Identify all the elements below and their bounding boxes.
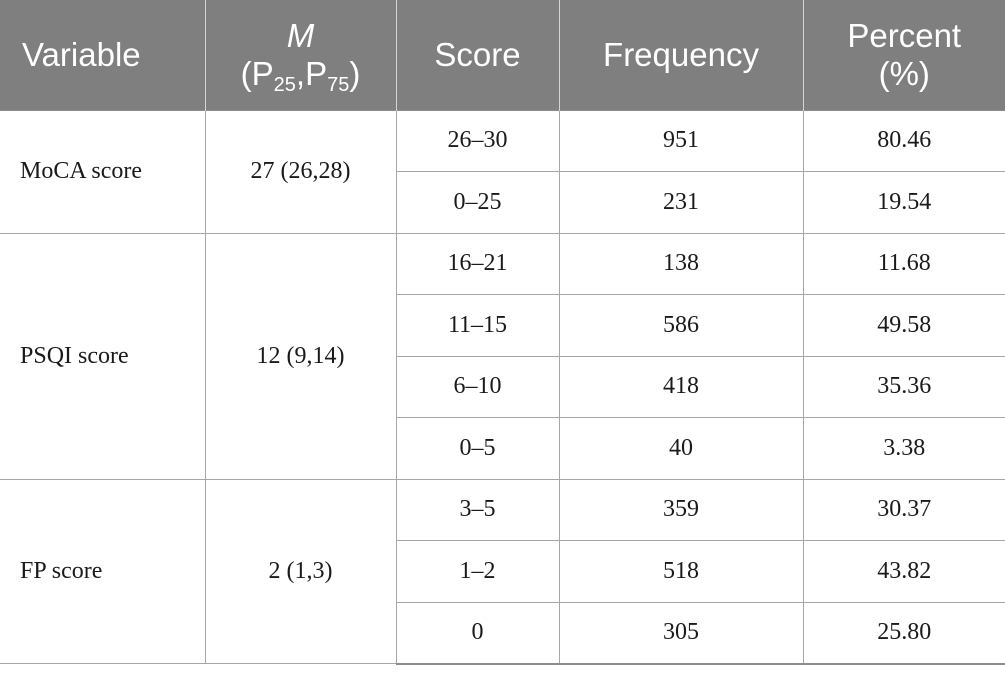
median-cell: 12 (9,14) bbox=[204, 232, 397, 480]
frequency-cell: 305 bbox=[558, 601, 804, 665]
table-row: PSQI score 12 (9,14) 16–21 138 11.68 bbox=[0, 232, 1005, 480]
percent-cell: 49.58 bbox=[802, 294, 1005, 357]
table-row: 11–15 586 49.58 bbox=[0, 294, 1005, 357]
frequency-cell: 231 bbox=[558, 171, 804, 234]
score-cell: 26–30 bbox=[395, 109, 560, 172]
median-cell: 27 (26,28) bbox=[204, 109, 397, 234]
header-percent: Percent (%) bbox=[803, 0, 1005, 110]
median-cell: 2 (1,3) bbox=[204, 478, 397, 664]
variable-cell: PSQI score bbox=[0, 232, 206, 480]
header-percent-unit: (%) bbox=[878, 54, 930, 92]
percent-cell: 43.82 bbox=[802, 540, 1005, 603]
frequency-cell: 138 bbox=[558, 232, 804, 295]
table-body: MoCA score 27 (26,28) 26–30 951 80.46 0–… bbox=[0, 109, 1005, 665]
table-row: FP score 2 (1,3) 3–5 359 30.37 bbox=[0, 478, 1005, 664]
header-variable: Variable bbox=[0, 0, 206, 110]
frequency-cell: 951 bbox=[558, 109, 804, 172]
frequency-cell: 586 bbox=[558, 294, 804, 357]
percent-cell: 80.46 bbox=[802, 109, 1005, 172]
percent-cell: 30.37 bbox=[802, 478, 1005, 541]
header-frequency: Frequency bbox=[559, 0, 804, 110]
frequency-cell: 518 bbox=[558, 540, 804, 603]
header-percent-label: Percent bbox=[847, 16, 962, 54]
score-cell: 0–5 bbox=[396, 417, 560, 480]
score-distribution-table: Variable M (P25,P75) Score Frequency Per… bbox=[0, 0, 1005, 665]
table-row: 0–5 40 3.38 bbox=[0, 417, 1005, 480]
score-cell: 0 bbox=[396, 601, 560, 665]
table-row: 0 305 25.80 bbox=[0, 601, 1005, 665]
frequency-cell: 40 bbox=[558, 417, 804, 480]
percent-cell: 19.54 bbox=[802, 171, 1005, 234]
percent-cell: 11.68 bbox=[802, 232, 1005, 295]
score-cell: 16–21 bbox=[395, 232, 560, 295]
table-row: MoCA score 27 (26,28) 26–30 951 80.46 bbox=[0, 109, 1005, 234]
score-cell: 0–25 bbox=[396, 171, 560, 234]
header-median: M (P25,P75) bbox=[205, 0, 397, 110]
header-median-sub-75: 75 bbox=[327, 73, 350, 96]
frequency-cell: 418 bbox=[558, 355, 804, 418]
frequency-cell: 359 bbox=[558, 478, 804, 541]
table-row: 1–2 518 43.82 bbox=[0, 540, 1005, 603]
variable-cell: MoCA score bbox=[0, 109, 206, 234]
percent-cell: 35.36 bbox=[802, 355, 1005, 418]
percent-cell: 3.38 bbox=[802, 417, 1005, 480]
header-median-open: (P bbox=[240, 54, 274, 92]
header-median-sub-25: 25 bbox=[273, 73, 296, 96]
table-header: Variable M (P25,P75) Score Frequency Per… bbox=[0, 0, 1005, 110]
score-cell: 1–2 bbox=[396, 540, 560, 603]
score-cell: 3–5 bbox=[395, 478, 560, 541]
percent-cell: 25.80 bbox=[802, 601, 1005, 665]
header-row: Variable M (P25,P75) Score Frequency Per… bbox=[0, 0, 1005, 110]
header-median-symbol: M bbox=[286, 16, 315, 54]
variable-cell: FP score bbox=[0, 478, 206, 664]
header-score: Score bbox=[396, 0, 560, 110]
table-row: 0–25 231 19.54 bbox=[0, 171, 1005, 234]
header-median-comma: ,P bbox=[295, 54, 328, 92]
score-cell: 11–15 bbox=[396, 294, 560, 357]
score-cell: 6–10 bbox=[396, 355, 560, 418]
header-median-close: ) bbox=[349, 54, 361, 92]
